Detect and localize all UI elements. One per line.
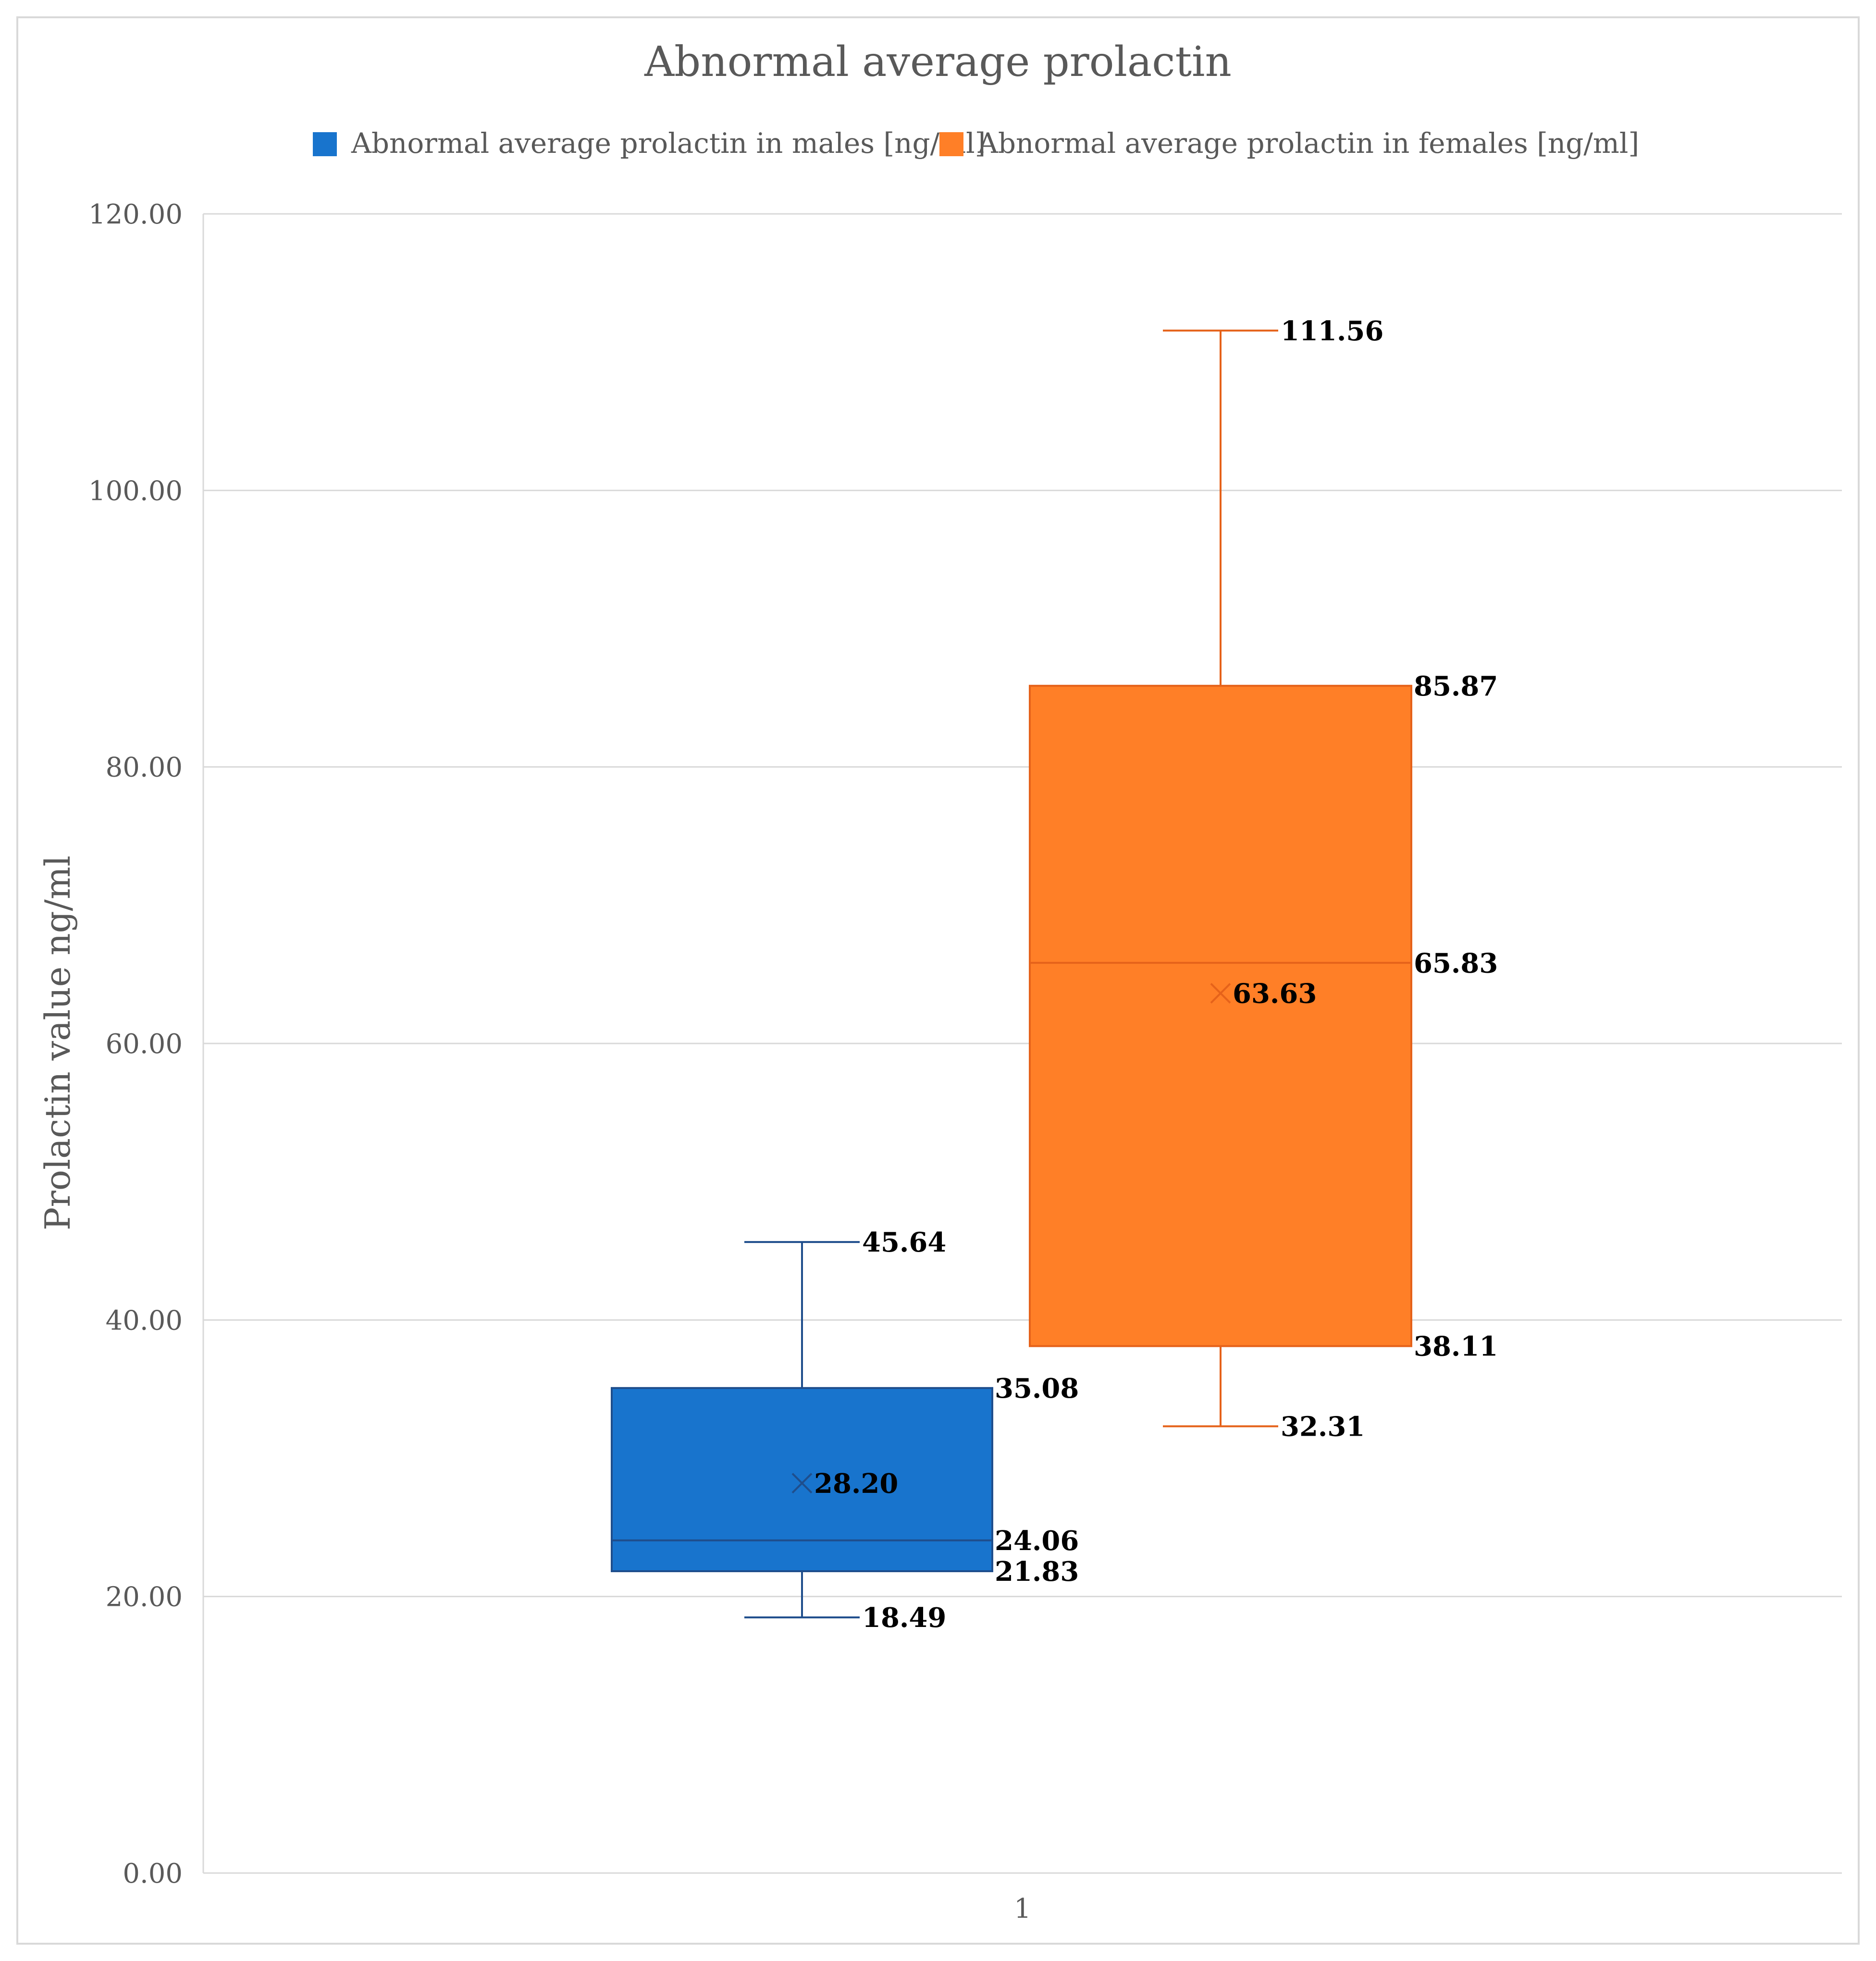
y-tick-label: 40.00 — [106, 1305, 183, 1336]
y-tick-label: 60.00 — [106, 1029, 183, 1060]
max-label: 45.64 — [862, 1227, 946, 1258]
y-tick-label: 80.00 — [106, 752, 183, 783]
median-label: 65.83 — [1414, 947, 1498, 979]
legend-label-females: Abnormal average prolactin in females [n… — [977, 127, 1639, 160]
mean-label: 63.63 — [1233, 978, 1317, 1010]
x-tick-label: 1 — [1014, 1893, 1031, 1924]
legend-swatch-females — [939, 132, 963, 156]
q3-label: 85.87 — [1414, 670, 1498, 702]
y-tick-labels: 0.00 20.00 40.00 60.00 80.00 100.00 120.00 — [88, 199, 183, 1889]
q3-label: 35.08 — [995, 1373, 1079, 1404]
legend-swatch-males — [313, 132, 337, 156]
mean-marker — [791, 1473, 813, 1494]
box-iqr — [1029, 684, 1412, 1347]
chart-border — [16, 16, 1860, 1945]
grid-lines — [203, 213, 1842, 1874]
max-label: 111.56 — [1281, 315, 1383, 347]
y-axis-label: Prolactin value ng/ml — [37, 856, 78, 1230]
legend: Abnormal average prolactin in males [ng/… — [313, 127, 1639, 160]
min-label: 32.31 — [1281, 1411, 1365, 1443]
chart-title: Abnormal average prolactin — [644, 38, 1232, 86]
legend-label-males: Abnormal average prolactin in males [ng/… — [351, 127, 986, 160]
median-label: 24.06 — [995, 1525, 1079, 1557]
y-tick-label: 120.00 — [88, 199, 183, 230]
box-series-females: 111.56 32.31 85.87 38.11 65.83 63.63 — [1029, 315, 1498, 1443]
min-label: 18.49 — [862, 1602, 946, 1634]
q1-label: 38.11 — [1414, 1331, 1498, 1363]
y-tick-label: 100.00 — [88, 475, 183, 507]
y-tick-label: 20.00 — [106, 1582, 183, 1613]
mean-marker — [1210, 983, 1231, 1004]
y-tick-label: 0.00 — [123, 1858, 183, 1889]
box-iqr — [611, 1387, 993, 1573]
q1-label: 21.83 — [995, 1556, 1079, 1588]
mean-label: 28.20 — [814, 1468, 898, 1500]
